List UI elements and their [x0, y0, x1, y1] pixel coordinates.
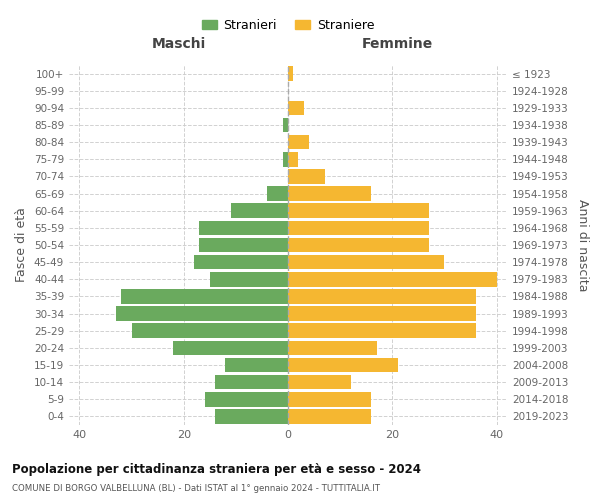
Bar [288, 392, 371, 406]
Bar [230, 204, 288, 218]
Bar [121, 289, 288, 304]
Bar [283, 118, 288, 132]
Bar [288, 186, 371, 201]
Y-axis label: Anni di nascita: Anni di nascita [575, 198, 589, 291]
Bar [215, 409, 288, 424]
Bar [267, 186, 288, 201]
Bar [288, 66, 293, 81]
Bar [288, 220, 429, 235]
Bar [288, 340, 377, 355]
Bar [288, 100, 304, 115]
Text: Maschi: Maschi [151, 38, 206, 52]
Bar [288, 255, 445, 270]
Text: Femmine: Femmine [362, 38, 433, 52]
Y-axis label: Fasce di età: Fasce di età [16, 208, 28, 282]
Bar [215, 375, 288, 390]
Bar [288, 152, 298, 166]
Bar [288, 358, 398, 372]
Text: COMUNE DI BORGO VALBELLUNA (BL) - Dati ISTAT al 1° gennaio 2024 - TUTTITALIA.IT: COMUNE DI BORGO VALBELLUNA (BL) - Dati I… [12, 484, 380, 493]
Bar [131, 324, 288, 338]
Bar [173, 340, 288, 355]
Bar [288, 289, 476, 304]
Bar [226, 358, 288, 372]
Legend: Stranieri, Straniere: Stranieri, Straniere [197, 14, 379, 36]
Bar [288, 169, 325, 184]
Bar [288, 238, 429, 252]
Bar [199, 220, 288, 235]
Bar [194, 255, 288, 270]
Bar [288, 135, 309, 150]
Bar [288, 409, 371, 424]
Bar [210, 272, 288, 286]
Bar [288, 272, 497, 286]
Bar [288, 375, 350, 390]
Bar [288, 204, 429, 218]
Bar [199, 238, 288, 252]
Bar [116, 306, 288, 321]
Text: Popolazione per cittadinanza straniera per età e sesso - 2024: Popolazione per cittadinanza straniera p… [12, 462, 421, 475]
Bar [205, 392, 288, 406]
Bar [288, 306, 476, 321]
Bar [288, 324, 476, 338]
Bar [283, 152, 288, 166]
